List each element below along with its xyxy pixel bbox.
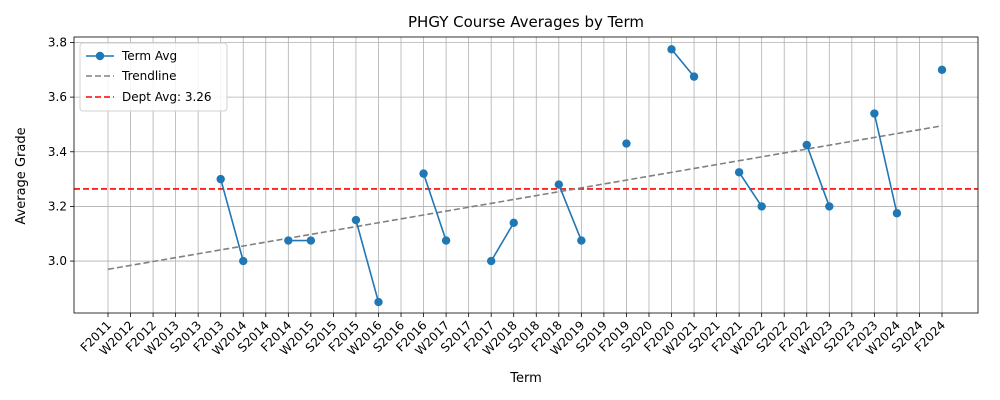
term-avg-segment: [670, 48, 695, 78]
term-avg-point: [870, 109, 879, 118]
legend-box: [79, 42, 228, 112]
term-avg-segment: [738, 171, 763, 207]
term-avg-point: [306, 236, 316, 245]
x-axis-label: Term: [509, 371, 542, 386]
term-avg-segment: [219, 178, 245, 262]
term-avg-segment: [806, 144, 831, 207]
trendline: [107, 125, 943, 271]
y-tick-label: 3.4: [48, 145, 67, 159]
term-avg-segment: [490, 222, 515, 262]
legend-dept-avg-label: Dept Avg: 3.26: [122, 90, 212, 104]
term-avg-point: [667, 45, 676, 54]
y-axis-label: Average Grade: [14, 127, 29, 224]
term-avg-point: [554, 180, 564, 189]
plot-area: [73, 36, 979, 314]
term-avg-point: [284, 236, 293, 245]
legend: Term Avg Trendline Dept Avg: 3.26: [79, 42, 228, 112]
term-avg-point: [757, 202, 766, 211]
term-avg-point: [239, 256, 248, 266]
term-avg-point: [351, 215, 361, 225]
y-axis: 3.0 3.2 3.4 3.6 3.8: [48, 35, 74, 268]
term-avg-point: [577, 236, 586, 245]
term-avg-point: [689, 72, 699, 81]
term-avg-point: [509, 218, 518, 228]
plot-frame: [73, 36, 979, 314]
term-avg-point: [937, 65, 947, 74]
term-avg-point: [441, 236, 451, 245]
term-avg-point: [802, 140, 811, 150]
chart-title: PHGY Course Averages by Term: [408, 13, 644, 31]
legend-term-avg-label: Term Avg: [121, 49, 177, 63]
term-avg-point: [216, 174, 225, 184]
y-tick-label: 3.6: [48, 90, 67, 104]
term-avg-point: [486, 256, 496, 266]
legend-trendline-label: Trendline: [121, 69, 177, 83]
term-avg-point: [374, 297, 383, 307]
term-avg-point: [892, 209, 902, 218]
term-avg-point: [622, 139, 631, 148]
term-avg-segment: [355, 219, 380, 303]
term-avg-point: [419, 169, 428, 178]
term-avg-point: [734, 168, 744, 177]
y-tick-label: 3.2: [48, 199, 67, 213]
y-tick-label: 3.0: [48, 254, 67, 268]
y-tick-label: 3.8: [48, 35, 67, 49]
term-avg-segment: [422, 173, 447, 241]
legend-term-avg-marker: [95, 51, 105, 61]
term-avg-segment: [873, 113, 898, 214]
term-avg-segment: [558, 184, 583, 241]
term-avg-point: [825, 202, 834, 211]
